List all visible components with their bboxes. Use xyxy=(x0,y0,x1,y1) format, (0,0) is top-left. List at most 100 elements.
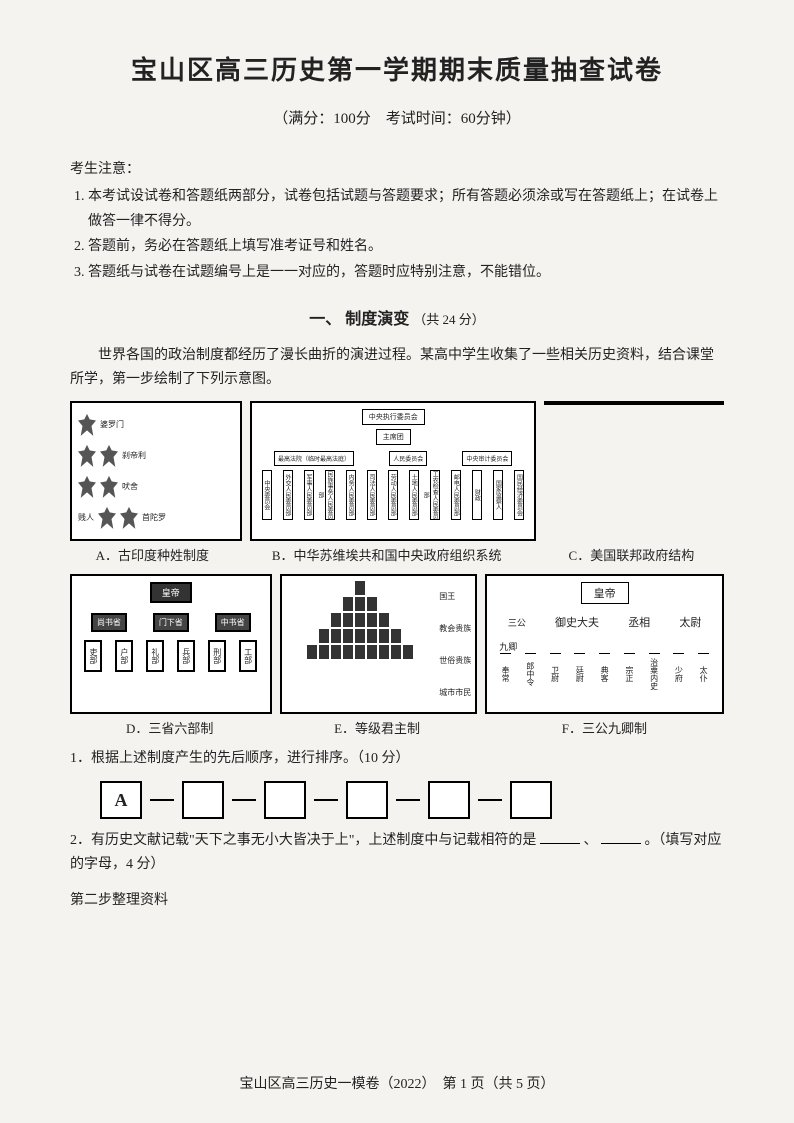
caption-f: F．三公九卿制 xyxy=(485,718,724,737)
org-mid: 人民委员会 xyxy=(389,451,427,466)
diagram-row-2: 皇帝 尚书省 门下省 中书省 吏部 户部 礼部 兵部 刑部 工部 国王 教会贵族… xyxy=(70,574,724,714)
tri-center: 权力平等相互制约 xyxy=(616,401,652,405)
d-mid: 中书省 xyxy=(215,613,251,632)
pyr-label: 城市市民 xyxy=(439,687,471,698)
seq-box-3[interactable] xyxy=(264,781,306,819)
question-1: 1．根据上述制度产生的先后顺序，进行排序。（10 分） xyxy=(70,747,724,771)
d-bot: 刑部 xyxy=(208,640,226,672)
answer-blank-2[interactable] xyxy=(601,843,641,844)
org-top: 中央执行委员会 xyxy=(362,409,425,425)
org-mid: 最高法院（临时最高法庭） xyxy=(274,451,354,466)
q2-text-a: 2．有历史文献记载"天下之事无小大皆决于上"，上述制度中与记载相符的是 xyxy=(70,833,536,848)
caption-b: B．中华苏维埃共和国中央政府组织系统 xyxy=(243,545,531,564)
caption-row-1: A．古印度种姓制度 B．中华苏维埃共和国中央政府组织系统 C．美国联邦政府结构 xyxy=(70,545,724,564)
d-mid: 尚书省 xyxy=(91,613,127,632)
d-bot: 礼部 xyxy=(146,640,164,672)
diagram-f: 皇帝 三公 御史大夫 丞相 太尉 九卿 奉常 郎中令 卫尉 廷尉 典客 宗正 治… xyxy=(485,574,724,714)
d-mid: 门下省 xyxy=(153,613,189,632)
caption-c: C．美国联邦政府结构 xyxy=(539,545,724,564)
seq-connector xyxy=(314,799,338,801)
section-num: 一、 xyxy=(309,311,341,328)
emp-bot: 郎中令 xyxy=(525,653,536,690)
emp-bot: 廷尉 xyxy=(574,653,585,690)
org-bot: 劳动人民委员部 xyxy=(388,470,398,520)
caption-a: A．古印度种姓制度 xyxy=(70,545,235,564)
org-bot: 工农检查人民委员部 xyxy=(430,470,440,520)
emp-bot: 典客 xyxy=(599,653,610,690)
emp-bot: 太仆 xyxy=(698,653,709,690)
emp-bot: 卫尉 xyxy=(550,653,561,690)
seq-connector xyxy=(478,799,502,801)
pyr-label: 教会贵族 xyxy=(439,623,471,634)
caption-row-2: D．三省六部制 E．等级君主制 F．三公九卿制 xyxy=(70,718,724,737)
org-bot: 外交人民委员部 xyxy=(283,470,293,520)
diagram-row-1: 婆罗门 刹帝利 吠舍 贱人 首陀罗 中央执行委员会 主席团 最高法院（临时最高法庭… xyxy=(70,401,724,541)
seq-box-2[interactable] xyxy=(182,781,224,819)
d-bot: 户部 xyxy=(115,640,133,672)
emp-top: 皇帝 xyxy=(581,582,629,604)
org-bot: 内务人民委员部 xyxy=(346,470,356,520)
caste-label: 贱人 xyxy=(78,512,94,523)
seq-box-6[interactable] xyxy=(510,781,552,819)
emp-side1: 三公 xyxy=(508,616,526,629)
seq-box-5[interactable] xyxy=(428,781,470,819)
emp-mid: 御史大夫 xyxy=(555,614,599,630)
seq-box-1[interactable]: A xyxy=(100,781,142,819)
org-top2: 主席团 xyxy=(376,429,411,445)
section-intro: 世界各国的政治制度都经历了漫长曲折的演进过程。某高中学生收集了一些相关历史资料，… xyxy=(70,344,724,392)
step2-heading: 第二步整理资料 xyxy=(70,889,724,909)
org-bot: 国民经济委员会 xyxy=(514,470,524,520)
sequence-row: A xyxy=(100,781,724,819)
org-bot: 土地人民委员部 xyxy=(409,470,419,520)
emp-mid: 丞相 xyxy=(628,614,650,630)
d-top: 皇帝 xyxy=(150,582,192,603)
org-bot: 中央委员会 xyxy=(262,470,272,520)
org-bot: 邮电人民委员部 xyxy=(451,470,461,520)
notice-heading: 考生注意： xyxy=(70,158,724,178)
question-2: 2．有历史文献记载"天下之事无小大皆决于上"，上述制度中与记载相符的是 、 。（… xyxy=(70,829,724,877)
seq-connector xyxy=(396,799,420,801)
d-bot: 工部 xyxy=(239,640,257,672)
diagram-d: 皇帝 尚书省 门下省 中书省 吏部 户部 礼部 兵部 刑部 工部 xyxy=(70,574,272,714)
caste-label: 刹帝利 xyxy=(122,450,146,461)
q2-text-b: 、 xyxy=(583,833,597,848)
answer-blank-1[interactable] xyxy=(540,843,580,844)
emp-bot: 治粟内史 xyxy=(649,653,660,690)
diagram-b: 中央执行委员会 主席团 最高法院（临时最高法庭） 人民委员会 中央审计委员会 中… xyxy=(250,401,536,541)
emp-bot: 少府 xyxy=(673,653,684,690)
emp-bot: 宗正 xyxy=(624,653,635,690)
notice-item: 本考试设试卷和答题纸两部分，试卷包括试题与答题要求；所有答题必须涂或写在答题纸上… xyxy=(88,184,724,234)
org-bot: 财政 xyxy=(472,470,482,520)
caption-d: D．三省六部制 xyxy=(70,718,269,737)
org-bot: 司法人民委员部 xyxy=(367,470,377,520)
section-heading: 一、 制度演变 （共 24 分） xyxy=(70,305,724,329)
notice-item: 答题纸与试卷在试题编号上是一一对应的，答题时应特别注意，不能错位。 xyxy=(88,260,724,285)
caste-label: 吠舍 xyxy=(122,481,138,492)
section-points: （共 24 分） xyxy=(413,312,485,327)
diagram-e: 国王 教会贵族 世俗贵族 城市市民 xyxy=(280,574,478,714)
page-footer: 宝山区高三历史一模卷（2022） 第 1 页（共 5 页） xyxy=(0,1073,794,1093)
seq-connector xyxy=(150,799,174,801)
notice-list: 本考试设试卷和答题纸两部分，试卷包括试题与答题要求；所有答题必须涂或写在答题纸上… xyxy=(70,184,724,285)
d-bot: 兵部 xyxy=(177,640,195,672)
page-subtitle: （满分：100分 考试时间：60分钟） xyxy=(70,107,724,128)
section-title: 制度演变 xyxy=(345,311,409,328)
caption-e: E．等级君主制 xyxy=(277,718,476,737)
caste-label: 首陀罗 xyxy=(142,512,166,523)
org-bot: 军事人民委员部 xyxy=(304,470,314,520)
seq-box-4[interactable] xyxy=(346,781,388,819)
d-bot: 吏部 xyxy=(84,640,102,672)
org-mid: 中央审计委员会 xyxy=(462,451,512,466)
caste-label: 婆罗门 xyxy=(100,419,124,430)
emp-bot: 奉常 xyxy=(500,653,511,690)
org-bot: 国家监察人 xyxy=(493,470,503,520)
emp-mid: 太尉 xyxy=(679,614,701,630)
notice-item: 答题前，务必在答题纸上填写准考证号和姓名。 xyxy=(88,234,724,259)
pyr-label: 国王 xyxy=(439,591,471,602)
seq-connector xyxy=(232,799,256,801)
page-title: 宝山区高三历史第一学期期末质量抽查试卷 xyxy=(70,50,724,87)
diagram-a: 婆罗门 刹帝利 吠舍 贱人 首陀罗 xyxy=(70,401,242,541)
diagram-c: 总统 法院 国会 权力平等相互制约 xyxy=(544,401,724,405)
pyr-label: 世俗贵族 xyxy=(439,655,471,666)
emp-side2: 九卿 xyxy=(493,640,716,653)
